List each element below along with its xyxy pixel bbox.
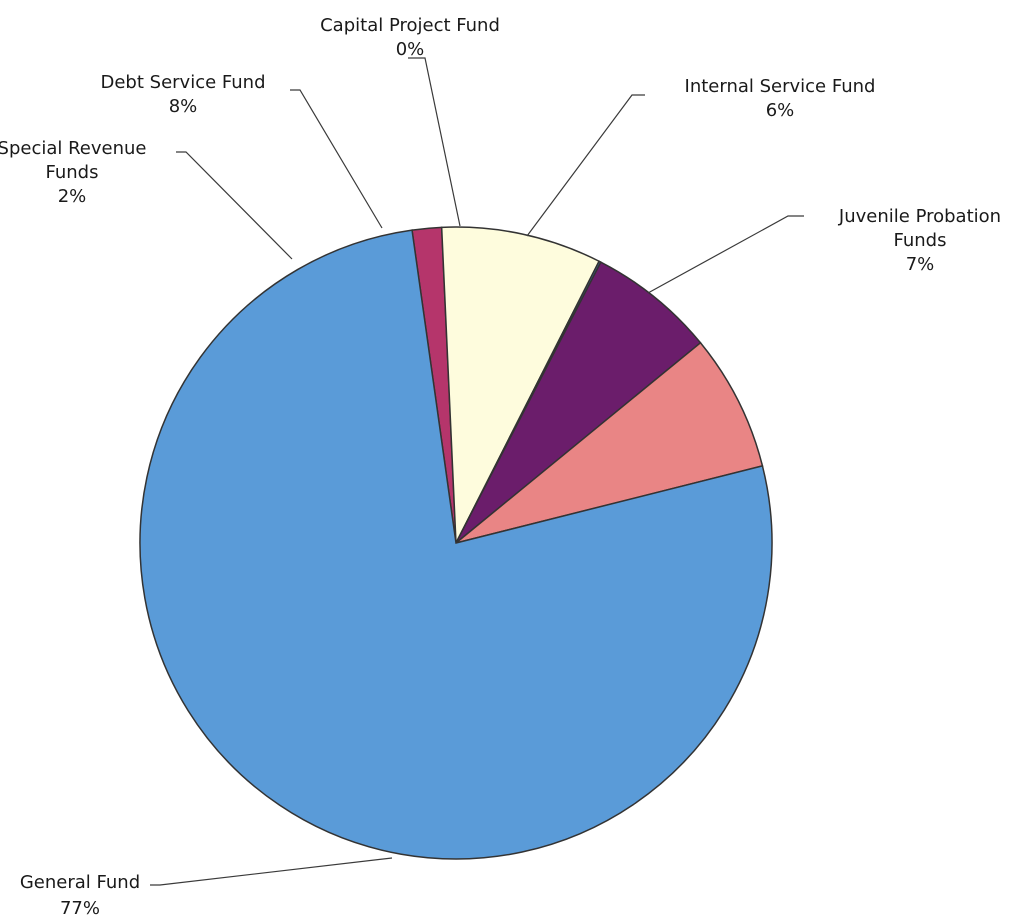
slice-name-capital-project-fund: Capital Project Fund: [320, 15, 500, 36]
slice-label-general-fund: General Fund 77%: [20, 872, 140, 919]
slice-name-juvenile-probation-funds: Juvenile Probation: [838, 206, 1001, 227]
slice-label-debt-service-fund: Debt Service Fund 8%: [101, 72, 266, 117]
slice-label-capital-project-fund: Capital Project Fund 0%: [320, 15, 500, 60]
labels-layer: Special Revenue Funds 2% Debt Service Fund 8…: [0, 15, 1001, 919]
slice-name-debt-service-fund: Debt Service Fund: [101, 72, 266, 93]
slice-name-general-fund: General Fund: [20, 872, 140, 893]
slice-percent-special-revenue-funds: 2%: [58, 186, 87, 207]
slice-percent-general-fund: 77%: [60, 898, 100, 919]
slice-percent-capital-project-fund: 0%: [396, 39, 425, 60]
slice-percent-internal-service-fund: 6%: [766, 100, 795, 121]
slice-name-special-revenue-funds: Special Revenue: [0, 138, 146, 159]
leader-line-general-fund: [150, 857, 393, 886]
slice-name-juvenile-probation-funds: Funds: [894, 230, 947, 251]
slice-label-internal-service-fund: Internal Service Fund 6%: [685, 76, 876, 121]
slice-label-special-revenue-funds: Special Revenue Funds 2%: [0, 138, 146, 207]
leader-line-juvenile-probation-funds: [647, 215, 804, 294]
pie-slice-general-fund: [139, 229, 773, 860]
pie-slice-juvenile-probation-funds: [455, 341, 764, 544]
slice-name-internal-service-fund: Internal Service Fund: [685, 76, 876, 97]
slice-label-juvenile-probation-funds: Juvenile Probation Funds 7%: [838, 206, 1001, 275]
slice-percent-debt-service-fund: 8%: [169, 96, 198, 117]
leader-line-capital-project-fund: [408, 57, 461, 227]
pie-slice-internal-service-fund: [455, 261, 702, 544]
leader-line-internal-service-fund: [526, 94, 645, 237]
slices-layer: [139, 226, 773, 860]
leader-lines-layer: [150, 57, 804, 886]
pie-slice-debt-service-fund: [440, 226, 601, 546]
slice-percent-juvenile-probation-funds: 7%: [906, 254, 935, 275]
slice-name-special-revenue-funds: Funds: [46, 162, 99, 183]
leader-line-special-revenue-funds: [176, 151, 293, 260]
leader-line-debt-service-fund: [290, 89, 383, 229]
